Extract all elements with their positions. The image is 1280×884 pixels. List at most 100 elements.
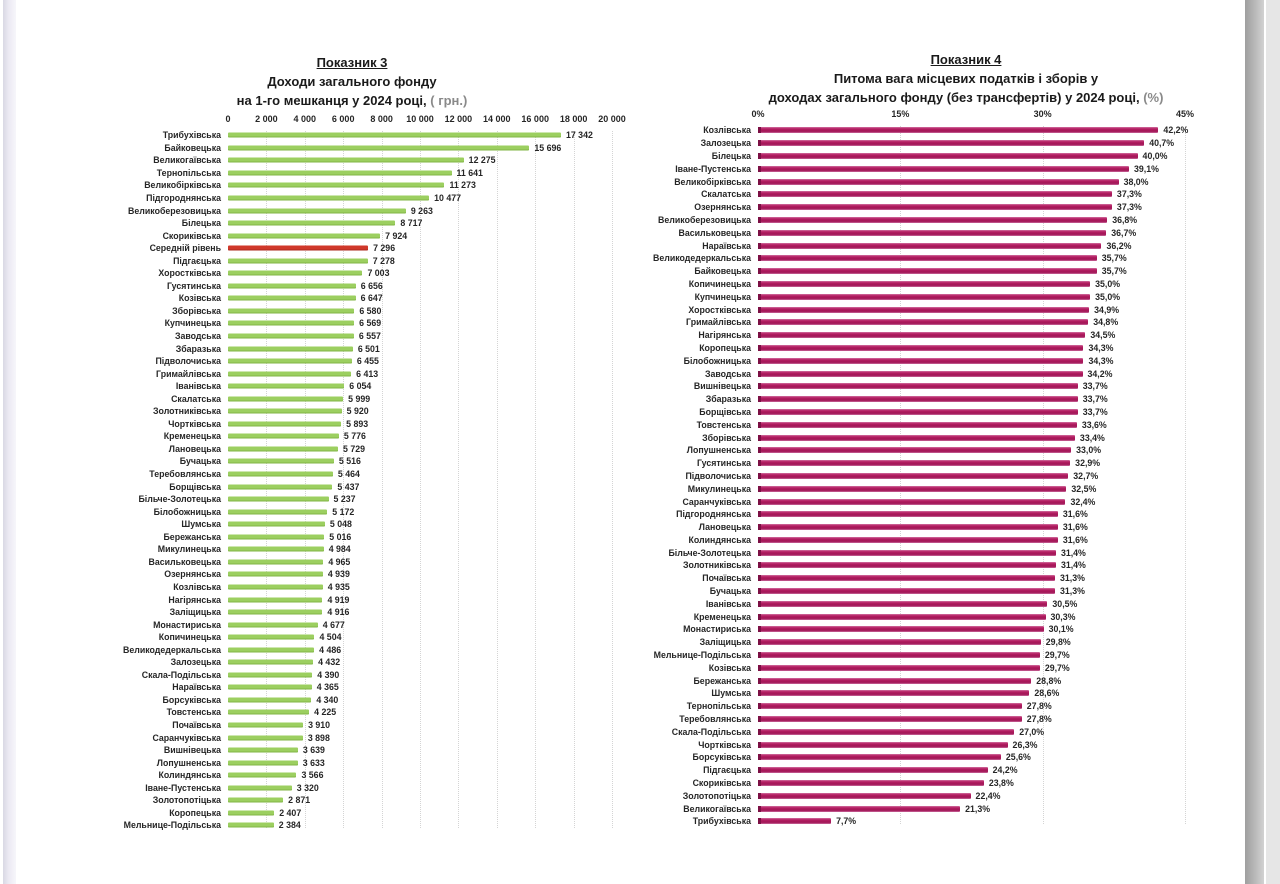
bar-row: Бучацька 5 516 bbox=[56, 455, 648, 468]
value-label: 2 871 bbox=[288, 795, 311, 806]
bar-row: Микулинецька 32,5% bbox=[630, 482, 1252, 495]
bar-row: Великобірківська 38,0% bbox=[630, 175, 1252, 188]
bar-row: Нагірянська 4 919 bbox=[56, 593, 648, 606]
category-label: Заводська bbox=[704, 368, 751, 379]
bar-row: Золотопотіцька 2 871 bbox=[56, 794, 648, 807]
bar-track: 3 320 bbox=[228, 781, 612, 794]
bar-row: Скориківська 23,8% bbox=[630, 777, 1252, 790]
bar-row: Скала-Подільська 4 390 bbox=[56, 669, 648, 682]
bar-row: Підгаєцька 7 278 bbox=[56, 254, 648, 267]
bar bbox=[228, 659, 314, 665]
bar-row: Монастириська 4 677 bbox=[56, 618, 648, 631]
value-label: 32,4% bbox=[1070, 496, 1096, 507]
value-label: 6 501 bbox=[357, 343, 380, 354]
bar-track: 6 501 bbox=[228, 342, 612, 355]
category-label: Іванівська bbox=[175, 381, 221, 392]
bar-track: 35,7% bbox=[758, 252, 1185, 265]
bar-row: Васильковецька 36,7% bbox=[630, 226, 1252, 239]
bar-row: Козівська 6 647 bbox=[56, 292, 648, 305]
bar-row: Озернянська 37,3% bbox=[630, 201, 1252, 214]
value-label: 3 320 bbox=[296, 782, 319, 793]
bar bbox=[758, 613, 1046, 620]
value-label: 28,8% bbox=[1036, 675, 1062, 686]
category-label: Великобірківська bbox=[674, 176, 751, 187]
value-label: 32,7% bbox=[1073, 470, 1099, 481]
chart1-titles: Показник 3 Доходи загального фонду на 1-… bbox=[56, 53, 648, 113]
value-label: 33,6% bbox=[1081, 419, 1107, 430]
bar bbox=[758, 396, 1078, 403]
bar bbox=[228, 559, 324, 565]
bar-row: Гусятинська 32,9% bbox=[630, 457, 1252, 470]
category-label: Скалатська bbox=[701, 189, 751, 200]
value-label: 5 920 bbox=[346, 406, 369, 417]
bar-track: 5 920 bbox=[228, 405, 612, 418]
bar-track: 34,3% bbox=[758, 354, 1185, 367]
bar bbox=[758, 332, 1086, 339]
bar-row: Лановецька 31,6% bbox=[630, 521, 1252, 534]
bar bbox=[228, 571, 323, 577]
gridline bbox=[573, 131, 575, 828]
bar-track: 27,8% bbox=[758, 700, 1185, 713]
bar-row: Збаразька 33,7% bbox=[630, 393, 1252, 406]
value-label: 4 939 bbox=[327, 569, 350, 580]
chart1-title-line3-text: на 1-го мешканця у 2024 році, bbox=[236, 93, 431, 108]
value-label: 36,7% bbox=[1111, 227, 1137, 238]
value-label: 3 639 bbox=[302, 745, 325, 756]
value-label: 4 390 bbox=[317, 669, 340, 680]
bar-row: Тернопільська 27,8% bbox=[630, 700, 1252, 713]
bar-track: 31,3% bbox=[758, 572, 1185, 585]
value-label: 5 516 bbox=[338, 456, 361, 467]
bar bbox=[228, 735, 303, 741]
bar-track: 32,9% bbox=[758, 457, 1185, 470]
bar bbox=[228, 295, 356, 301]
category-label: Мельнице-Подільська bbox=[653, 650, 751, 661]
category-label: Монастириська bbox=[683, 624, 751, 635]
category-label: Зборівська bbox=[702, 432, 751, 443]
bar-row: Борщівська 33,7% bbox=[630, 406, 1252, 419]
bar bbox=[228, 534, 325, 540]
bar-track: 33,7% bbox=[758, 393, 1185, 406]
chart-income-per-capita: Показник 3 Доходи загального фонду на 1-… bbox=[56, 53, 648, 832]
bar-track: 31,4% bbox=[758, 559, 1185, 572]
bar-row: Більче-Золотецька 5 237 bbox=[56, 493, 648, 506]
gridline bbox=[1185, 126, 1186, 824]
category-label: Скала-Подільська bbox=[671, 726, 751, 737]
category-label: Теребовлянська bbox=[149, 469, 221, 480]
category-label: Іване-Пустенська bbox=[675, 163, 751, 174]
bar-track: 33,7% bbox=[758, 380, 1185, 393]
bar-track: 36,7% bbox=[758, 226, 1185, 239]
category-label: Підгаєцька bbox=[703, 765, 751, 776]
bar-row: Вишнівецька 33,7% bbox=[630, 380, 1252, 393]
value-label: 4 432 bbox=[318, 657, 341, 668]
bar bbox=[758, 421, 1077, 428]
category-label: Колиндянська bbox=[688, 534, 751, 545]
chart1-title-line3: на 1-го мешканця у 2024 році, ( грн.) bbox=[56, 91, 648, 110]
bar bbox=[758, 280, 1091, 287]
x-axis-tick-label: 0 bbox=[225, 114, 231, 124]
bar-row: Колиндянська 3 566 bbox=[56, 769, 648, 782]
category-label: Озернянська bbox=[694, 202, 751, 213]
bar-row: Мельнице-Подільська 2 384 bbox=[56, 819, 648, 832]
value-label: 2 384 bbox=[278, 820, 301, 831]
category-label: Скалатська bbox=[171, 393, 221, 404]
value-label: 5 048 bbox=[329, 519, 352, 530]
chart1-plot-area: Трибухівська 17 342 Байковецька 15 696 Велик… bbox=[56, 129, 648, 832]
x-axis-tick-label: 8 000 bbox=[370, 114, 393, 124]
value-label: 30,3% bbox=[1050, 611, 1076, 622]
category-label: Копичинецька bbox=[688, 278, 751, 289]
bar bbox=[228, 157, 464, 163]
bar bbox=[228, 320, 355, 326]
x-axis-tick-label: 14 000 bbox=[483, 114, 511, 124]
value-label: 4 365 bbox=[316, 682, 339, 693]
scrollbar[interactable] bbox=[1245, 0, 1264, 884]
value-label: 3 566 bbox=[301, 770, 324, 781]
bar bbox=[758, 652, 1040, 659]
bar-track: 4 935 bbox=[228, 581, 612, 594]
category-label: Хоростківська bbox=[158, 268, 221, 279]
bar bbox=[228, 647, 315, 653]
bar bbox=[758, 549, 1056, 556]
bar-track: 34,3% bbox=[758, 342, 1185, 355]
bar-track: 37,3% bbox=[758, 188, 1185, 201]
bar-row: Шумська 28,6% bbox=[630, 687, 1252, 700]
bar bbox=[758, 434, 1075, 441]
